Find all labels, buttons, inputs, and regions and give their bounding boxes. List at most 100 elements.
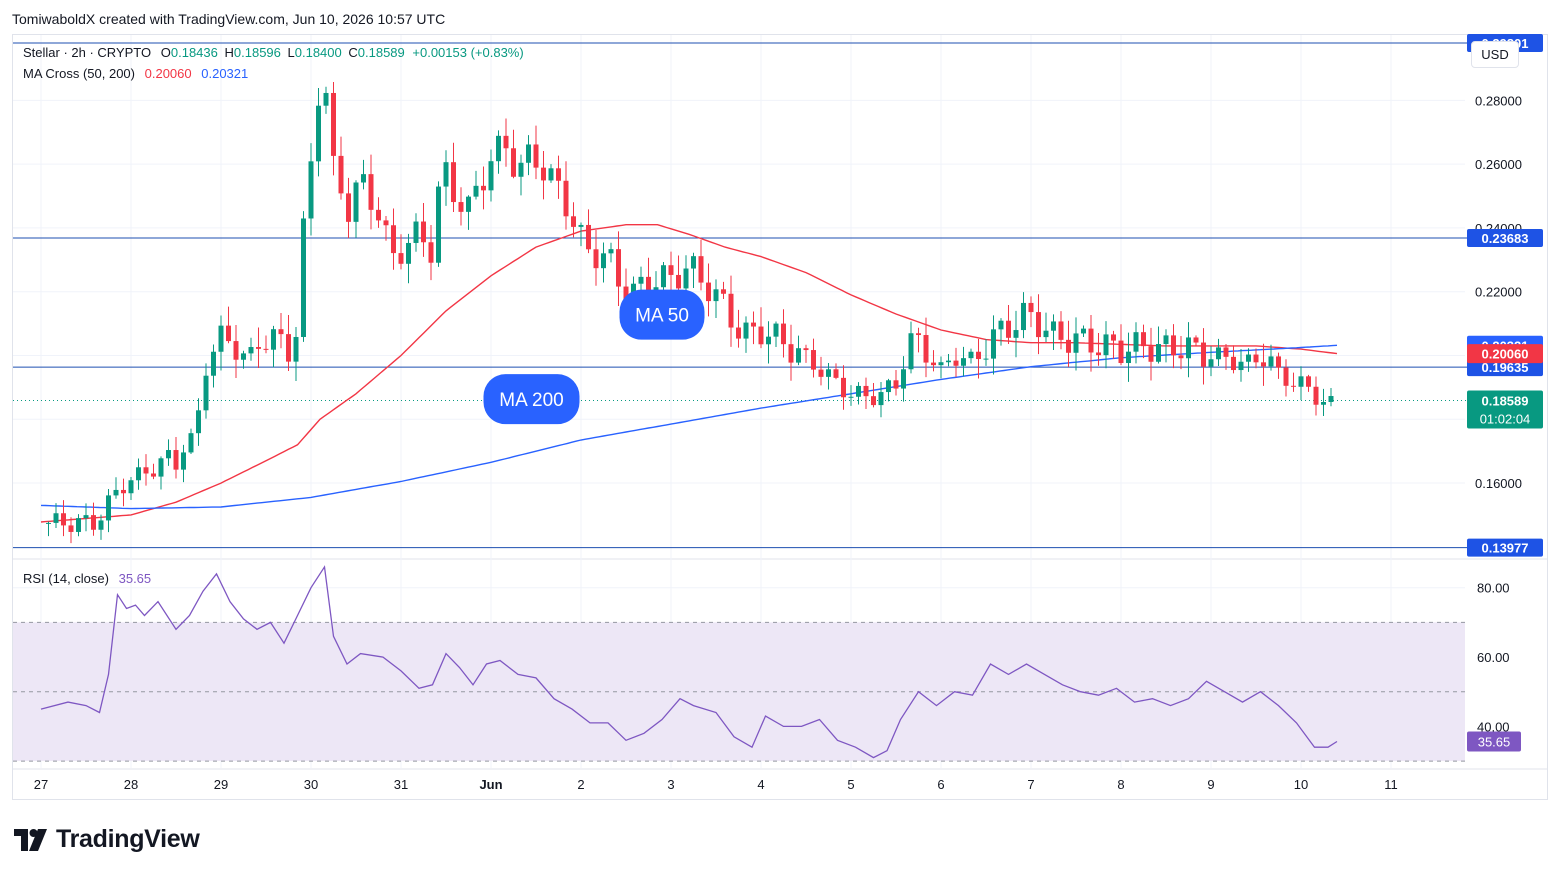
candle-body [68,525,74,532]
candle-body [518,162,524,177]
time-tick-label: 7 [1027,777,1034,792]
candle-body [323,92,329,106]
time-tick-label: 4 [757,777,764,792]
candle-body [668,265,674,275]
candle-body [1246,354,1251,362]
rsi-label: RSI (14, close) [23,571,109,586]
candle-body [1133,332,1139,352]
time-tick-label: 11 [1384,777,1398,792]
candle-body [556,168,561,181]
candle-body [1021,302,1026,331]
candle-body [503,135,509,149]
candle-body [1013,330,1019,338]
candle-body [773,323,779,337]
candle-body [608,249,614,254]
symbol-label: Stellar · 2h · CRYPTO [23,45,152,60]
candle-body [316,105,321,162]
candle-body [878,392,884,406]
candle-body [548,168,554,181]
candle-body [353,182,359,222]
time-tick-label: 29 [214,777,228,792]
candle-body [998,320,1004,330]
currency-selector[interactable]: USD [1471,41,1519,68]
candle-body [301,218,306,337]
candle-body [781,323,786,345]
rsi-series-line [40,565,1338,759]
candle-body [91,515,96,530]
annotations: MA 50 MA 200 [483,289,705,425]
ma200-value: 0.20321 [201,66,249,81]
price-legend: Stellar · 2h · CRYPTO O0.18436 H0.18596 … [23,45,524,60]
candle-body [226,325,231,342]
ma-value-label: 0.20060 [1482,347,1529,362]
candle-body [1118,340,1124,364]
candle-body [1306,376,1311,387]
candle-body [1328,396,1334,402]
candle-body [1261,362,1266,367]
rsi-last-value-label: 35.65 [1478,734,1511,749]
candle-body [218,325,224,352]
candle-body [1096,352,1101,356]
candle-body [743,322,749,339]
candle-body [1193,337,1199,343]
candle-body [376,209,381,221]
candle-body [1283,367,1289,386]
candle-body [1291,385,1296,387]
candle-body [458,202,464,212]
time-tick-label: 5 [847,777,854,792]
time-tick-label: 10 [1294,777,1308,792]
candle-body [1111,334,1116,341]
open-label: O [160,45,171,60]
candle-body [46,522,51,524]
candle-body [436,186,441,263]
candle-body [886,380,891,393]
time-tick-label: 2 [577,777,584,792]
candle-body [1156,344,1161,362]
candle-body [811,350,816,370]
candle-body [691,256,696,269]
candle-body [616,249,621,287]
candle-body [826,369,831,377]
candle-body [391,225,396,254]
candle-body [1238,361,1244,371]
candle-body [361,174,366,183]
time-tick-label: 30 [304,777,318,792]
ma-legend: MA Cross (50, 200) 0.20060 0.20321 [23,66,248,81]
ma-line [40,223,1338,523]
countdown-label: 01:02:04 [1480,411,1531,426]
rsi-tick-label: 60.00 [1477,650,1510,665]
candle-body [563,180,569,217]
horizontal-lines [13,42,1467,549]
candle-body [413,221,419,243]
candle-body [181,452,186,470]
candle-body [211,351,216,376]
tradingview-logo[interactable]: TradingView [14,825,200,854]
candle-body [241,353,246,360]
candle-body [533,144,539,168]
candle-body [1006,320,1011,338]
time-tick-label: Jun [479,777,502,792]
chart-credit: TomiwaboldX created with TradingView.com… [12,11,446,27]
tradingview-logo-text: TradingView [56,825,200,853]
candle-body [871,396,876,406]
price-tick-label: 0.28000 [1475,93,1522,108]
open-value: 0.18436 [170,45,218,60]
rsi-band-layer [13,621,1465,762]
candle-body [1073,333,1079,353]
axes: 2728293031Jun2345678910110.160000.180000… [34,33,1543,792]
candle-body [758,326,764,345]
time-tick-label: 3 [667,777,674,792]
candle-body [1186,337,1191,359]
candle-body [526,144,531,163]
candle-body [863,385,869,397]
candle-body [233,341,239,360]
candle-body [1163,335,1169,345]
candle-body [151,473,156,477]
candle-body [466,196,471,212]
candle-body [721,289,726,294]
candle-body [1313,386,1319,405]
candle-body [706,282,711,302]
candle-body [976,351,981,360]
candle-body [136,467,141,481]
